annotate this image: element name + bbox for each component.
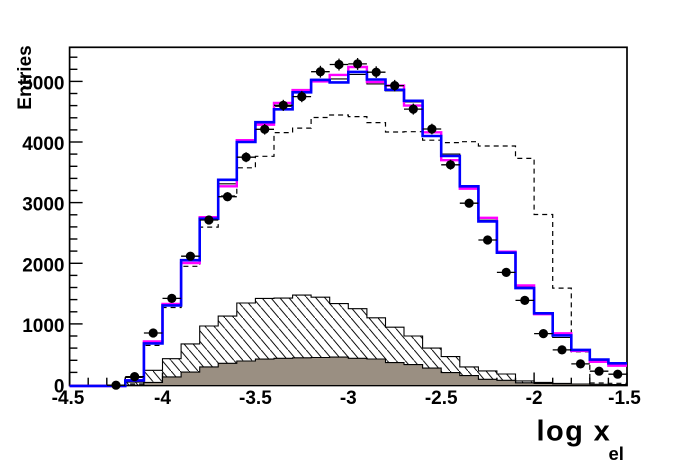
svg-text:4000: 4000 [22, 134, 64, 155]
svg-text:2000: 2000 [22, 255, 64, 276]
svg-text:el: el [609, 443, 624, 464]
svg-text:-2: -2 [526, 388, 543, 409]
svg-text:log x: log x [537, 415, 612, 447]
svg-text:3000: 3000 [22, 195, 64, 216]
svg-text:1000: 1000 [22, 316, 64, 337]
svg-text:-4.5: -4.5 [52, 388, 85, 409]
svg-text:-1.5: -1.5 [608, 388, 641, 409]
svg-text:Entries: Entries [15, 45, 36, 109]
svg-text:-2.5: -2.5 [425, 388, 458, 409]
svg-text:-3.5: -3.5 [239, 388, 272, 409]
svg-text:-4: -4 [154, 388, 171, 409]
svg-text:5000: 5000 [22, 73, 64, 94]
svg-text:0: 0 [54, 377, 65, 398]
svg-text:-3: -3 [340, 388, 357, 409]
